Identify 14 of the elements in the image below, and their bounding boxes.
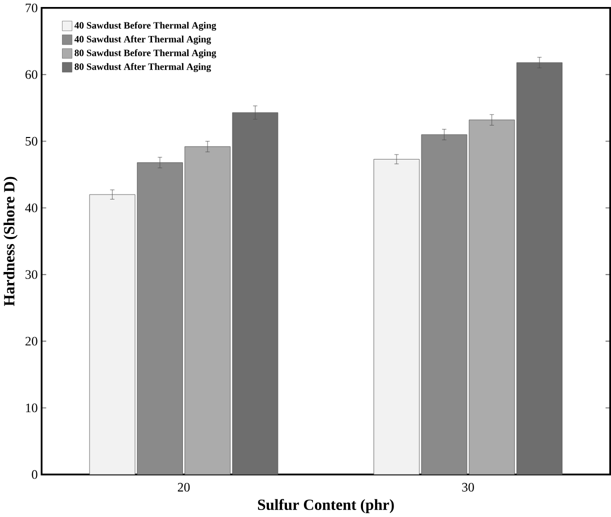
y-tick-label: 10	[26, 404, 38, 412]
y-axis-title: Hardness (Shore D)	[4, 177, 18, 306]
y-tick-label: 50	[26, 137, 38, 146]
legend-label: 40 Sawdust After Thermal Aging	[74, 36, 211, 45]
x-axis-title: Sulfur Content (phr)	[258, 499, 394, 514]
y-tick-label: 20	[26, 337, 38, 346]
y-tick-label: 70	[26, 4, 38, 12]
y-tick-label: 30	[26, 270, 38, 280]
legend-label: 80 Sawdust After Thermal Aging	[74, 63, 211, 72]
y-tick-label: 60	[26, 70, 38, 80]
legend-label: 40 Sawdust Before Thermal Aging	[74, 22, 216, 31]
y-tick-label: 0	[32, 470, 38, 480]
y-tick-label: 40	[25, 204, 38, 212]
legend-label: 80 Sawdust Before Thermal Aging	[74, 49, 216, 58]
